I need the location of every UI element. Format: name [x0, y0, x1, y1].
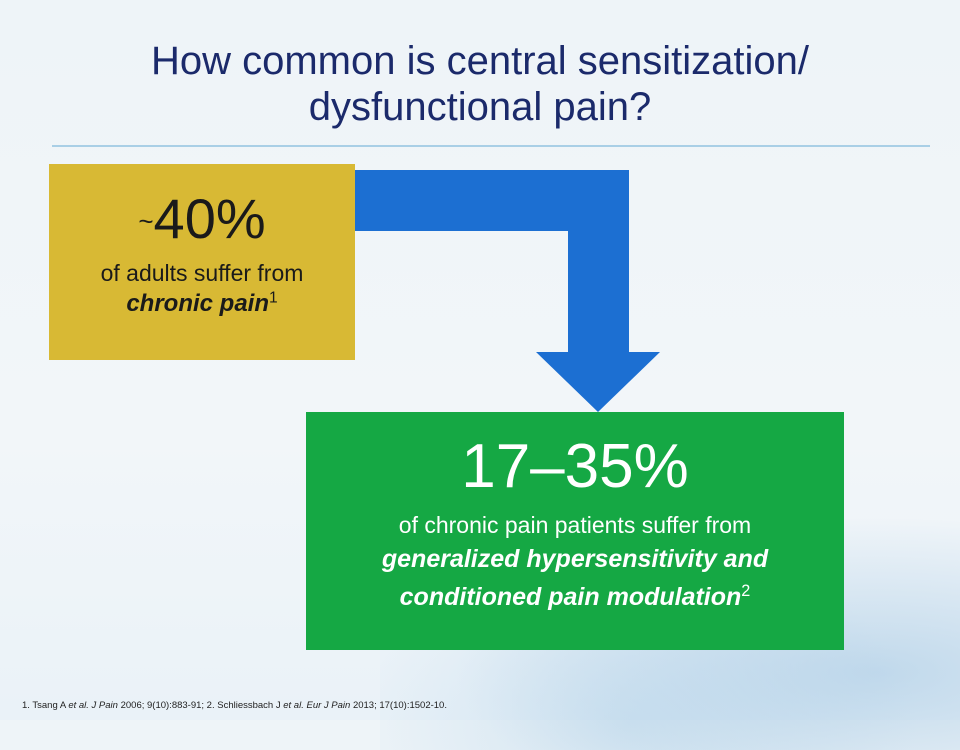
footnote-part-3: 2013; 17(10):1502-10.: [350, 700, 447, 711]
flow-arrow-shape: [355, 170, 660, 412]
chronic-pain-stat-box: ~40% of adults suffer from chronic pain1: [49, 164, 355, 360]
stat1-emphasis: chronic pain1: [49, 288, 355, 320]
title-line-1: How common is central sensitization/: [150, 39, 810, 83]
hypersensitivity-stat-box: 17–35% of chronic pain patients suffer f…: [306, 412, 844, 650]
footnote-part-1: 1. Tsang A: [22, 700, 69, 711]
stat2-emphasis-line-2: conditioned pain modulation2: [306, 578, 844, 616]
stat1-tilde: ~: [138, 206, 154, 236]
references-footnote: 1. Tsang A et al. J Pain 2006; 9(10):883…: [22, 700, 447, 711]
stat2-emphasis-text: conditioned pain modulation: [399, 583, 742, 611]
footnote-journal-1: et al. J Pain: [68, 700, 118, 711]
stat1-description: of adults suffer from: [100, 260, 304, 286]
stat1-number: 40%: [153, 187, 266, 250]
stat1-ref: 1: [269, 289, 278, 307]
title-line-2: dysfunctional pain?: [308, 85, 652, 129]
stat1-emphasis-text: chronic pain: [126, 290, 269, 317]
title-divider: [52, 145, 930, 147]
footnote-part-2: 2006; 9(10):883-91; 2. Schliessbach J: [117, 700, 284, 711]
stat1-value: ~40%: [49, 188, 355, 252]
flow-arrow-icon: [355, 170, 660, 412]
footnote-journal-2: et al. Eur J Pain: [283, 700, 351, 711]
stat2-description: of chronic pain patients suffer from: [398, 512, 752, 538]
stat2-ref: 2: [741, 582, 751, 601]
stat2-value: 17–35%: [461, 432, 689, 501]
stat2-emphasis-line-1: generalized hypersensitivity and: [381, 545, 769, 573]
page-title: How common is central sensitization/ dys…: [40, 38, 920, 130]
